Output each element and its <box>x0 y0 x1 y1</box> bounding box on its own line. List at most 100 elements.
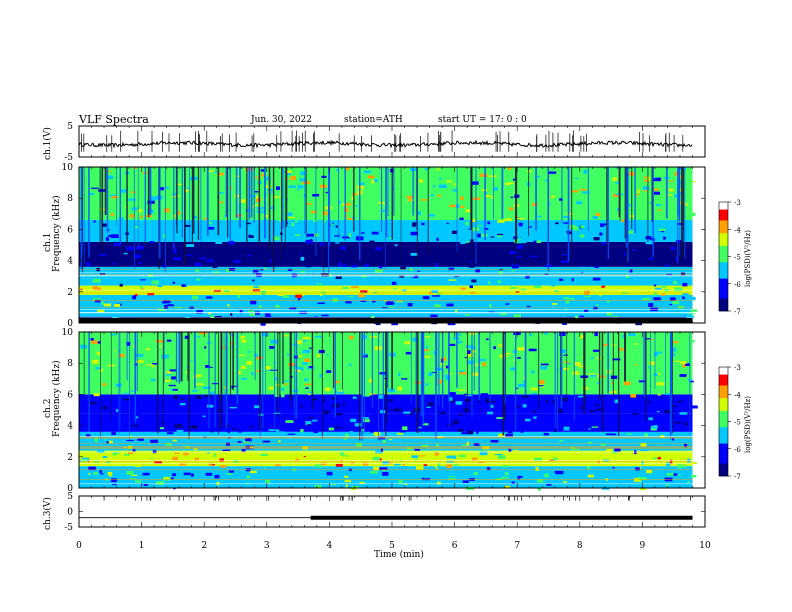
ch1-spec-speckle <box>579 234 585 238</box>
ch1-spec-speckle <box>163 234 167 238</box>
ch2-spec-speckle <box>240 365 246 369</box>
ch1-spec-speckle <box>674 287 683 292</box>
ch1-spec-speckle <box>674 194 677 198</box>
ch1-spec-speckle <box>212 266 218 269</box>
ch1-spec-speckle <box>629 269 633 273</box>
ch2-spec-speckle <box>487 411 493 415</box>
ch1-spec-speckle <box>255 195 259 199</box>
ch2-spec-speckle <box>275 377 278 381</box>
ch1-spec-speckle <box>151 280 159 285</box>
ch2-spec-speckle <box>673 341 679 344</box>
ch2-spec-speckle <box>587 441 593 444</box>
ch1-spec-speckle <box>452 211 461 214</box>
ch2-spec-speckle <box>88 473 91 475</box>
ch2-spec-speckle <box>597 374 601 378</box>
ch2-spec-speckle <box>434 465 437 468</box>
ch2-spec-speckle <box>529 391 538 395</box>
x-tick-label: 6 <box>452 541 458 551</box>
ch2-spec-speckle <box>285 337 289 342</box>
ch1-colorbar-swatch <box>719 231 728 234</box>
ch1-spec-speckle <box>139 288 145 290</box>
ch2-spec-speckle <box>302 336 311 340</box>
ch1-spec-speckle <box>517 263 525 267</box>
ch1-spec-speckle <box>266 176 271 181</box>
ch1-spec-speckle <box>472 197 481 200</box>
ch2-spec-speckle <box>458 414 463 416</box>
ch1-spec-speckle <box>470 261 473 263</box>
ch2-spec-speckle <box>517 383 525 388</box>
x-tick-label: 7 <box>514 541 520 551</box>
ch2-spec-speckle <box>611 390 617 394</box>
ch1-spec-speckle <box>208 312 212 315</box>
ch1-spec-speckle <box>147 293 155 296</box>
ch2-spec-speckle <box>335 463 343 467</box>
ch1-spec-speckle <box>465 222 469 226</box>
ch2-spec-speckle <box>283 383 288 385</box>
ch1-spec-speckle <box>114 176 116 181</box>
ch2-colorbar-swatch <box>719 466 728 470</box>
ch1-spec-speckle <box>584 309 589 312</box>
ch1-spec-speckle <box>337 200 341 204</box>
ch1-spec-speckle <box>247 310 254 312</box>
ch1-spec-speckle <box>117 301 122 304</box>
ch1-spec-ytick-label: 10 <box>62 163 74 173</box>
ch2-spec-speckle <box>170 388 175 391</box>
ch1-spec-speckle <box>438 184 447 189</box>
ch2-spec-speckle <box>214 474 220 479</box>
x-tick-label: 5 <box>389 541 395 551</box>
ch2-spec-speckle <box>115 479 122 483</box>
ch1-spec-speckle <box>422 296 430 300</box>
ch2-spec-speckle <box>452 337 460 340</box>
ch2-spec-speckle <box>663 378 671 381</box>
ch1-spec-speckle <box>328 295 333 299</box>
ch1-spec-speckle <box>362 313 371 317</box>
ch2-spec-speckle <box>553 457 558 461</box>
ch2-spec-speckle <box>568 399 576 402</box>
x-tick-label: 9 <box>640 541 646 551</box>
ch1-spec-speckle <box>344 210 350 213</box>
ch1-spec-speckle <box>606 312 612 316</box>
ch2-spec-speckle <box>202 468 207 472</box>
ch1-spec-speckle <box>162 265 166 268</box>
ch1-spec-speckle <box>406 195 414 199</box>
ch2-spec-speckle <box>126 341 131 346</box>
ch1-spec-speckle <box>144 200 149 204</box>
ch1-spec-speckle <box>479 173 488 177</box>
ch1-colorbar-swatch <box>719 229 728 232</box>
ch2-spec-speckle <box>274 393 280 397</box>
ch1-colorbar-swatch <box>719 285 728 288</box>
ch1-spec-speckle <box>188 184 194 187</box>
ch2-spec-ytick-label: 4 <box>67 422 73 432</box>
ch2-colorbar-swatch <box>719 441 728 444</box>
ch1-spec-speckle <box>470 258 476 261</box>
ch2-spec-speckle <box>362 417 369 419</box>
ch1-spec-speckle <box>209 221 212 225</box>
ch2-spec-speckle <box>597 382 601 385</box>
ch2-spec-speckle <box>150 439 158 443</box>
ch1-spec-speckle <box>507 282 512 285</box>
ch2-spec-speckle <box>612 358 621 361</box>
ch3-ytick-label: 0 <box>67 508 73 518</box>
ch2-spec-speckle <box>690 475 697 478</box>
ch1-spec-speckle <box>306 211 310 214</box>
ch2-colorbar-swatch <box>719 419 728 422</box>
ch2-spec-speckle <box>241 339 247 343</box>
ch1-spec-speckle <box>566 212 573 216</box>
ch1-colorbar-swatch <box>719 216 728 219</box>
ch2-spec-speckle <box>574 362 581 366</box>
ch1-spec-band <box>79 167 693 221</box>
ch1-spec-speckle <box>551 306 556 310</box>
ch1-spec-speckle <box>590 183 598 185</box>
ch1-spec-speckle <box>483 258 490 260</box>
ch2-spec-speckle <box>471 410 477 413</box>
ch2-spec-speckle <box>666 462 670 466</box>
ch2-spec-speckle <box>307 417 315 419</box>
ch2-spec-speckle <box>276 384 281 387</box>
ch2-spec-speckle <box>307 392 311 396</box>
ch1-spec-speckle <box>329 273 332 278</box>
ch2-spec-speckle <box>389 439 392 441</box>
ch2-spec-speckle <box>522 395 529 398</box>
ch1-spec-speckle <box>509 250 517 255</box>
ch2-spec-speckle <box>314 335 322 338</box>
ch2-spec-speckle <box>106 362 113 366</box>
